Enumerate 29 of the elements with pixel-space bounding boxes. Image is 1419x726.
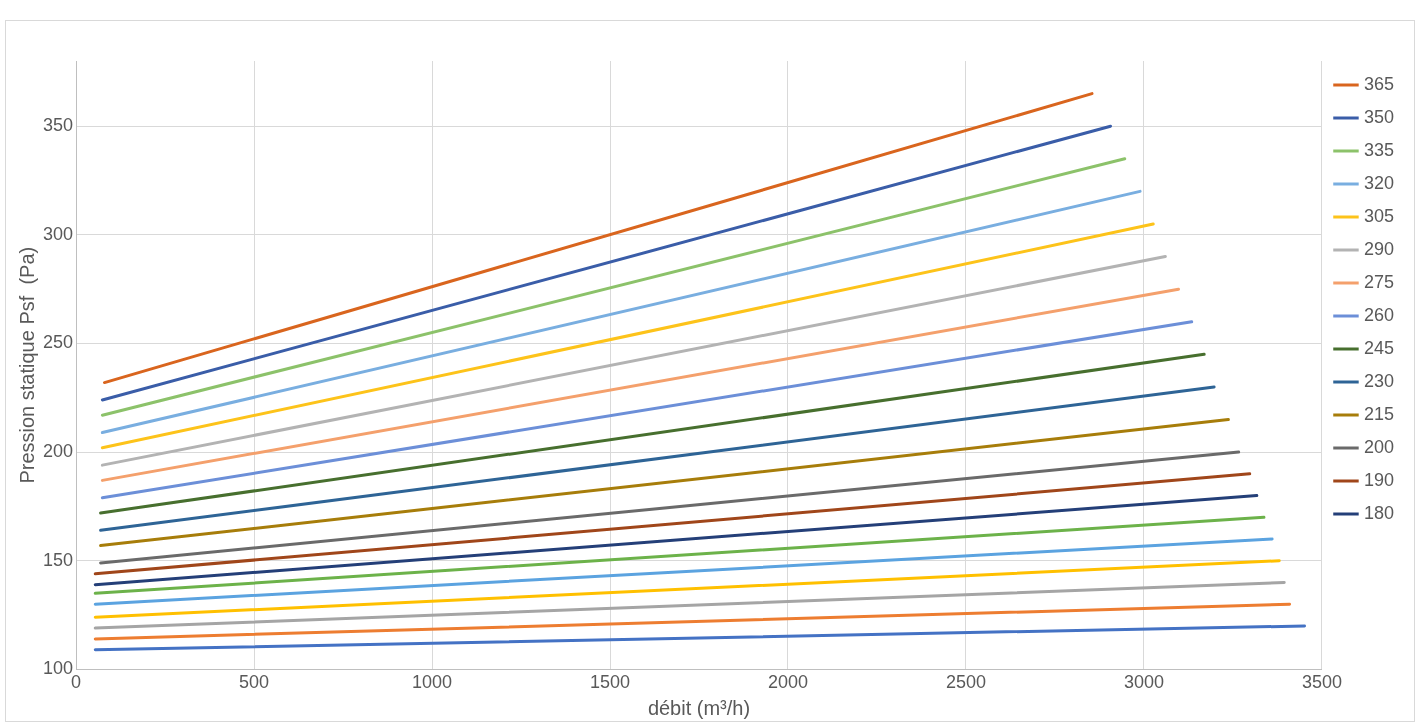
x-tick-label: 3000 [1123,672,1164,693]
legend-label: 335 [1363,139,1395,160]
x-axis-title: débit (m³/h) [647,696,751,719]
legend-label: 290 [1363,238,1395,259]
x-tick-label: 500 [239,672,270,693]
legend-label: 245 [1363,337,1395,358]
x-tick-label: 3500 [1301,672,1342,693]
y-tick-label: 200 [42,441,74,462]
legend-label: 275 [1363,271,1395,292]
y-tick-label: 150 [42,549,74,570]
legend-label: 180 [1363,502,1395,523]
y-tick-label: 250 [42,332,74,353]
legend-label: 230 [1363,370,1395,391]
y-tick-label: 350 [42,115,74,136]
x-tick-label: 2000 [767,672,809,693]
x-tick-label: 1500 [589,672,631,693]
legend-label: 305 [1363,205,1395,226]
legend-label: 320 [1363,172,1395,193]
legend-label: 215 [1363,403,1395,424]
x-tick-label: 1000 [411,672,453,693]
y-tick-label: 300 [42,223,74,244]
x-tick-label: 2500 [945,672,987,693]
y-axis-title: Pression statique Psf (Pa) [15,246,38,484]
x-tick-label: 0 [71,672,82,693]
legend-label: 350 [1363,106,1395,127]
legend-label: 260 [1363,304,1395,325]
legend-label: 365 [1363,73,1395,94]
legend-label: 190 [1363,469,1395,490]
legend-label: 200 [1363,436,1395,457]
